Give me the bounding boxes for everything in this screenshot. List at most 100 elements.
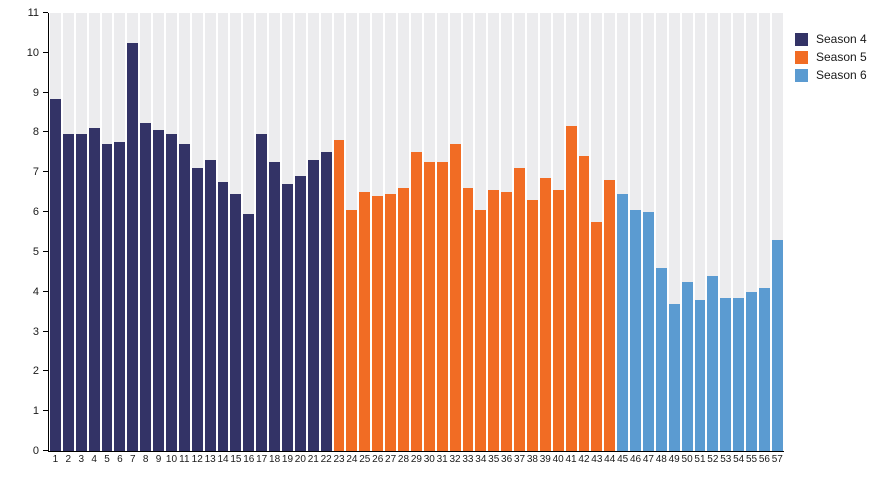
bar-column: 41 bbox=[565, 13, 578, 465]
bar-column: 12 bbox=[191, 13, 204, 465]
x-tick-label: 19 bbox=[281, 454, 294, 465]
bar bbox=[655, 267, 667, 451]
bar-column: 14 bbox=[217, 13, 230, 465]
x-tick-label: 50 bbox=[681, 454, 693, 465]
bar bbox=[758, 287, 770, 451]
bar-column: 47 bbox=[642, 13, 655, 465]
bar bbox=[153, 130, 165, 451]
bar-column: 30 bbox=[423, 13, 436, 465]
bar-column: 42 bbox=[578, 13, 591, 465]
bar bbox=[488, 190, 500, 451]
y-tick-label: 4 bbox=[32, 285, 39, 298]
x-tick-label: 13 bbox=[204, 454, 216, 465]
bar-column: 32 bbox=[449, 13, 462, 465]
x-tick-label: 48 bbox=[655, 454, 667, 465]
x-tick-label: 44 bbox=[604, 454, 616, 465]
bar-column: 39 bbox=[539, 13, 552, 465]
x-tick-label: 16 bbox=[243, 454, 255, 465]
bar bbox=[771, 239, 783, 451]
bar-column: 18 bbox=[268, 13, 281, 465]
x-tick-label: 37 bbox=[513, 454, 526, 465]
bar bbox=[127, 42, 139, 451]
x-tick-label: 22 bbox=[320, 454, 332, 465]
season-4-swatch-icon bbox=[795, 32, 808, 46]
y-tick-label: 10 bbox=[26, 46, 39, 59]
y-tick-mark bbox=[43, 12, 48, 13]
bar bbox=[746, 291, 757, 451]
x-tick-label: 40 bbox=[552, 454, 564, 465]
bar bbox=[282, 184, 293, 451]
bar bbox=[694, 299, 706, 451]
legend-label-season-6: Season 6 bbox=[816, 68, 867, 82]
bar bbox=[733, 297, 745, 451]
y-tick-label: 0 bbox=[32, 445, 39, 457]
bar bbox=[346, 210, 358, 451]
bar bbox=[385, 194, 397, 451]
bar-column: 52 bbox=[706, 13, 719, 465]
bar-column: 10 bbox=[165, 13, 178, 465]
bar-column: 7 bbox=[126, 13, 139, 465]
bar-column: 6 bbox=[113, 13, 126, 465]
bar bbox=[526, 200, 538, 451]
x-tick-label: 52 bbox=[707, 454, 719, 465]
x-tick-label: 31 bbox=[436, 454, 448, 465]
bar-column: 3 bbox=[75, 13, 88, 465]
y-tick-label: 5 bbox=[32, 245, 39, 258]
plot-area: 1 2 3 4 5 6 7 8 9 10 11 12 13 14 15 16 17 18 19 20 21 22 23 24 2… bbox=[27, 7, 784, 465]
x-tick-label: 27 bbox=[385, 454, 397, 465]
bar-column: 37 bbox=[513, 13, 526, 465]
bar bbox=[591, 222, 603, 451]
x-tick-label: 46 bbox=[629, 454, 642, 465]
bar bbox=[50, 98, 61, 451]
bar-column: 25 bbox=[358, 13, 371, 465]
y-tick-mark bbox=[43, 330, 48, 332]
x-tick-label: 42 bbox=[578, 454, 590, 465]
x-tick-label: 35 bbox=[488, 454, 500, 465]
bar-column: 15 bbox=[229, 13, 242, 465]
x-tick-label: 47 bbox=[642, 454, 654, 465]
bar bbox=[359, 192, 371, 451]
bar-column: 51 bbox=[694, 13, 707, 465]
x-tick-label: 30 bbox=[423, 454, 435, 465]
bar-column: 56 bbox=[758, 13, 771, 465]
bar-column: 5 bbox=[101, 13, 114, 465]
y-tick-label: 3 bbox=[32, 325, 39, 338]
y-tick-mark bbox=[43, 51, 48, 53]
bar-column: 29 bbox=[410, 13, 423, 465]
bar bbox=[307, 160, 319, 451]
x-tick-label: 29 bbox=[410, 454, 422, 465]
y-tick-mark bbox=[43, 91, 48, 93]
legend-label-season-5: Season 5 bbox=[816, 50, 867, 64]
bar-column: 24 bbox=[345, 13, 358, 465]
bar-column: 48 bbox=[655, 13, 668, 465]
bar bbox=[552, 190, 564, 451]
legend-item-season-4: Season 4 bbox=[795, 32, 867, 46]
bar-column: 53 bbox=[719, 13, 732, 465]
y-tick-mark bbox=[43, 250, 48, 252]
bar-column: 1 bbox=[49, 13, 62, 465]
bar-column: 40 bbox=[552, 13, 565, 465]
bar bbox=[423, 162, 435, 451]
x-tick-label: 45 bbox=[617, 454, 629, 465]
x-tick-label: 10 bbox=[165, 454, 178, 465]
y-tick-label: 6 bbox=[32, 206, 39, 219]
x-tick-label: 57 bbox=[771, 454, 783, 465]
bar bbox=[204, 160, 216, 451]
bar-column: 4 bbox=[88, 13, 101, 465]
x-tick-label: 39 bbox=[539, 454, 551, 465]
x-tick-label: 28 bbox=[397, 454, 410, 465]
bar bbox=[578, 156, 590, 451]
y-tick-mark bbox=[43, 290, 48, 292]
legend-label-season-4: Season 4 bbox=[816, 32, 867, 46]
y-tick-mark bbox=[43, 131, 48, 133]
legend-item-season-6: Season 6 bbox=[795, 68, 867, 82]
legend: Season 4 Season 5 Season 6 bbox=[795, 32, 867, 86]
x-tick-label: 25 bbox=[359, 454, 371, 465]
bar-column: 11 bbox=[178, 13, 191, 465]
bar bbox=[501, 192, 513, 451]
bar bbox=[372, 196, 384, 451]
bar bbox=[707, 275, 719, 451]
legend-item-season-5: Season 5 bbox=[795, 50, 867, 64]
bar bbox=[630, 210, 641, 451]
bar-column: 49 bbox=[668, 13, 681, 465]
